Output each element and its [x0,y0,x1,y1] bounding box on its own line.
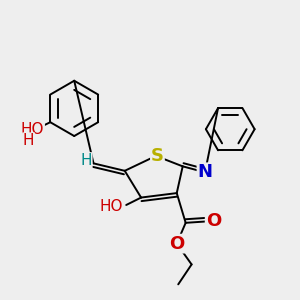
Text: O: O [206,212,221,230]
Text: H: H [23,133,34,148]
Text: HO: HO [21,122,44,137]
Text: S: S [151,147,164,165]
Text: HO: HO [100,199,123,214]
Text: O: O [169,235,184,253]
Text: H: H [80,153,92,168]
Text: N: N [197,163,212,181]
